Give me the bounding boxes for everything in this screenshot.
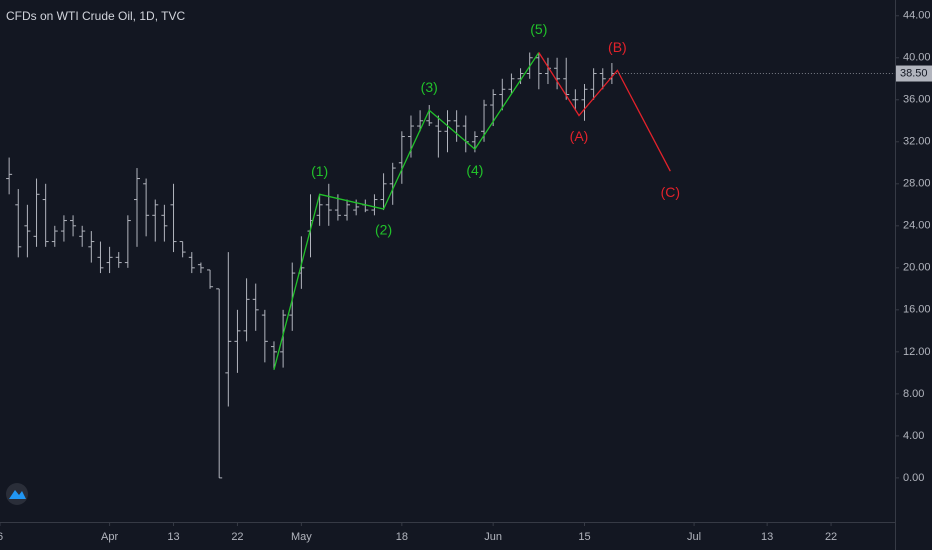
chart-title: CFDs on WTI Crude Oil, 1D, TVC bbox=[6, 9, 185, 23]
y-tick-label: 40.00 bbox=[903, 52, 931, 64]
y-tick-label: 12.00 bbox=[903, 346, 931, 358]
x-tick-label: May bbox=[291, 531, 312, 543]
last-price-box bbox=[896, 65, 932, 82]
wave-label: (B) bbox=[608, 39, 627, 55]
x-tick-label: 13 bbox=[167, 531, 179, 543]
y-tick-label: 20.00 bbox=[903, 262, 931, 274]
y-tick-label: 32.00 bbox=[903, 136, 931, 148]
wave-line bbox=[538, 52, 671, 172]
y-tick-label: 4.00 bbox=[903, 430, 924, 442]
x-tick-label: Jun bbox=[484, 531, 502, 543]
y-tick-label: 36.00 bbox=[903, 94, 931, 106]
wave-label: (C) bbox=[661, 184, 680, 200]
y-tick-label: 24.00 bbox=[903, 220, 931, 232]
wave-line bbox=[273, 52, 540, 370]
wave-label: (A) bbox=[570, 128, 589, 144]
wave-label: (3) bbox=[421, 79, 438, 95]
x-tick-label: 22 bbox=[231, 531, 243, 543]
x-tick-label: 18 bbox=[396, 531, 408, 543]
wave-label: (5) bbox=[530, 21, 547, 37]
wave-label: (4) bbox=[466, 162, 483, 178]
y-tick-label: 44.00 bbox=[903, 10, 931, 22]
x-tick-label: 22 bbox=[825, 531, 837, 543]
x-tick-label: Apr bbox=[101, 531, 118, 543]
x-tick-label: 15 bbox=[578, 531, 590, 543]
x-tick-label: 6 bbox=[0, 531, 3, 543]
wave-label: (1) bbox=[311, 163, 328, 179]
wave-label: (2) bbox=[375, 222, 392, 238]
y-tick-label: 16.00 bbox=[903, 304, 931, 316]
last-price-label: 38.50 bbox=[900, 67, 928, 79]
x-tick-label: Jul bbox=[687, 531, 701, 543]
y-tick-label: 28.00 bbox=[903, 178, 931, 190]
x-tick-label: 13 bbox=[761, 531, 773, 543]
y-tick-label: 0.00 bbox=[903, 472, 924, 484]
logo bbox=[6, 483, 28, 505]
y-tick-label: 8.00 bbox=[903, 388, 924, 400]
